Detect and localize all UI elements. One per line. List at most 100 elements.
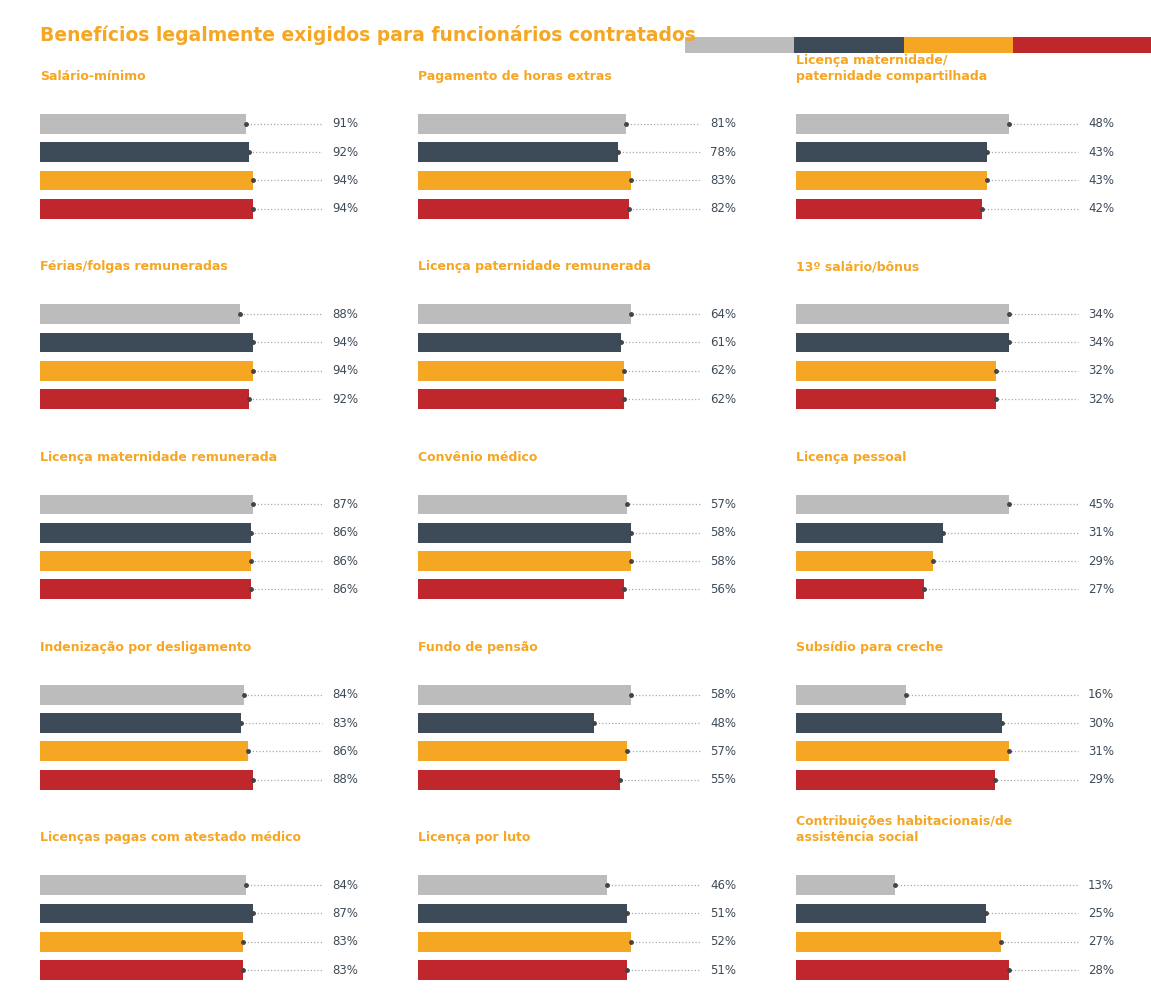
Bar (418, 114, 626, 134)
Bar (418, 713, 594, 733)
Bar (796, 361, 997, 381)
Text: Convênio médico: Convênio médico (418, 451, 538, 463)
Text: 84%: 84% (333, 688, 358, 701)
Text: Licença maternidade/
paternidade compartilhada: Licença maternidade/ paternidade compart… (796, 54, 988, 83)
Bar (40, 769, 253, 789)
Bar (40, 685, 244, 705)
Text: 86%: 86% (333, 555, 358, 568)
Text: 82%: 82% (710, 202, 737, 215)
Bar (418, 304, 631, 324)
Text: 64%: 64% (710, 307, 737, 320)
Bar (418, 903, 627, 923)
Text: 51%: 51% (710, 964, 737, 977)
Text: 87%: 87% (333, 907, 358, 920)
Text: 62%: 62% (710, 365, 737, 378)
Bar (40, 361, 253, 381)
Text: 86%: 86% (333, 583, 358, 596)
Text: Salário-mínimo: Salário-mínimo (40, 70, 146, 83)
Text: 55%: 55% (710, 773, 735, 786)
Bar (796, 875, 895, 895)
Text: 88%: 88% (333, 773, 358, 786)
Bar (40, 551, 251, 571)
Text: 61%: 61% (710, 336, 737, 349)
Bar (796, 769, 996, 789)
Bar (418, 931, 631, 952)
Bar (796, 494, 1009, 515)
Text: Subsídio para creche: Subsídio para creche (796, 641, 944, 654)
Text: Licença maternidade remunerada: Licença maternidade remunerada (40, 451, 277, 463)
Bar (40, 494, 253, 515)
Bar (40, 142, 249, 162)
Text: 57%: 57% (710, 497, 737, 511)
Bar (40, 332, 253, 352)
Bar (418, 769, 620, 789)
Bar (796, 389, 997, 409)
Text: 94%: 94% (333, 336, 358, 349)
Bar (40, 579, 251, 599)
Bar (796, 170, 986, 190)
Bar (40, 875, 246, 895)
Text: 52%: 52% (710, 936, 737, 949)
Bar (40, 114, 246, 134)
Text: 48%: 48% (1088, 117, 1114, 130)
Text: Férias/folgas remuneradas: Férias/folgas remuneradas (40, 261, 228, 273)
Bar (40, 389, 249, 409)
Text: 48%: 48% (710, 717, 737, 730)
Text: 45%: 45% (1088, 497, 1114, 511)
Bar (418, 361, 625, 381)
Text: 78%: 78% (710, 146, 737, 159)
Bar (40, 304, 239, 324)
Bar (796, 114, 1009, 134)
Text: 32%: 32% (1088, 393, 1114, 406)
Bar (418, 960, 627, 980)
Text: 62%: 62% (710, 393, 737, 406)
Bar (418, 142, 618, 162)
Text: 31%: 31% (1088, 745, 1114, 758)
Text: 30%: 30% (1088, 717, 1114, 730)
Text: 29%: 29% (1088, 773, 1114, 786)
Bar (40, 960, 243, 980)
Bar (796, 142, 986, 162)
Text: Indenização por desligamento: Indenização por desligamento (40, 641, 252, 654)
Bar (796, 523, 943, 543)
Text: Benefícios legalmente exigidos para funcionários contratados: Benefícios legalmente exigidos para func… (40, 25, 696, 45)
Text: 13%: 13% (1088, 878, 1114, 891)
Text: Pagamento de horas extras: Pagamento de horas extras (418, 70, 612, 83)
Text: Licença paternidade remunerada: Licença paternidade remunerada (418, 261, 651, 273)
Bar (418, 875, 607, 895)
Text: 31%: 31% (1088, 527, 1114, 540)
Text: 25%: 25% (1088, 907, 1114, 920)
Bar (796, 903, 986, 923)
Bar (796, 931, 1001, 952)
Text: Fundo de pensão: Fundo de pensão (418, 641, 538, 654)
Bar (418, 494, 627, 515)
Bar (796, 551, 933, 571)
Text: 43%: 43% (1088, 146, 1114, 159)
Text: 28%: 28% (1088, 964, 1114, 977)
Text: 13º salário/bônus: 13º salário/bônus (796, 261, 920, 273)
Text: 57%: 57% (710, 745, 737, 758)
Text: 83%: 83% (333, 964, 358, 977)
Bar (40, 198, 253, 219)
Text: 51%: 51% (710, 907, 737, 920)
Text: 32%: 32% (1088, 365, 1114, 378)
Text: 46%: 46% (710, 878, 737, 891)
Text: 83%: 83% (333, 936, 358, 949)
Text: 86%: 86% (333, 745, 358, 758)
Text: 92%: 92% (333, 393, 358, 406)
Text: Licenças pagas com atestado médico: Licenças pagas com atestado médico (40, 832, 302, 844)
Text: 94%: 94% (333, 365, 358, 378)
Text: 27%: 27% (1088, 936, 1114, 949)
Bar (418, 198, 628, 219)
Bar (418, 685, 631, 705)
Text: 94%: 94% (333, 202, 358, 215)
Bar (796, 332, 1009, 352)
Bar (418, 741, 627, 761)
Bar (418, 551, 631, 571)
Bar (40, 931, 243, 952)
Text: 88%: 88% (333, 307, 358, 320)
Bar (796, 198, 983, 219)
Text: 43%: 43% (1088, 174, 1114, 187)
Text: 29%: 29% (1088, 555, 1114, 568)
Bar (418, 579, 624, 599)
